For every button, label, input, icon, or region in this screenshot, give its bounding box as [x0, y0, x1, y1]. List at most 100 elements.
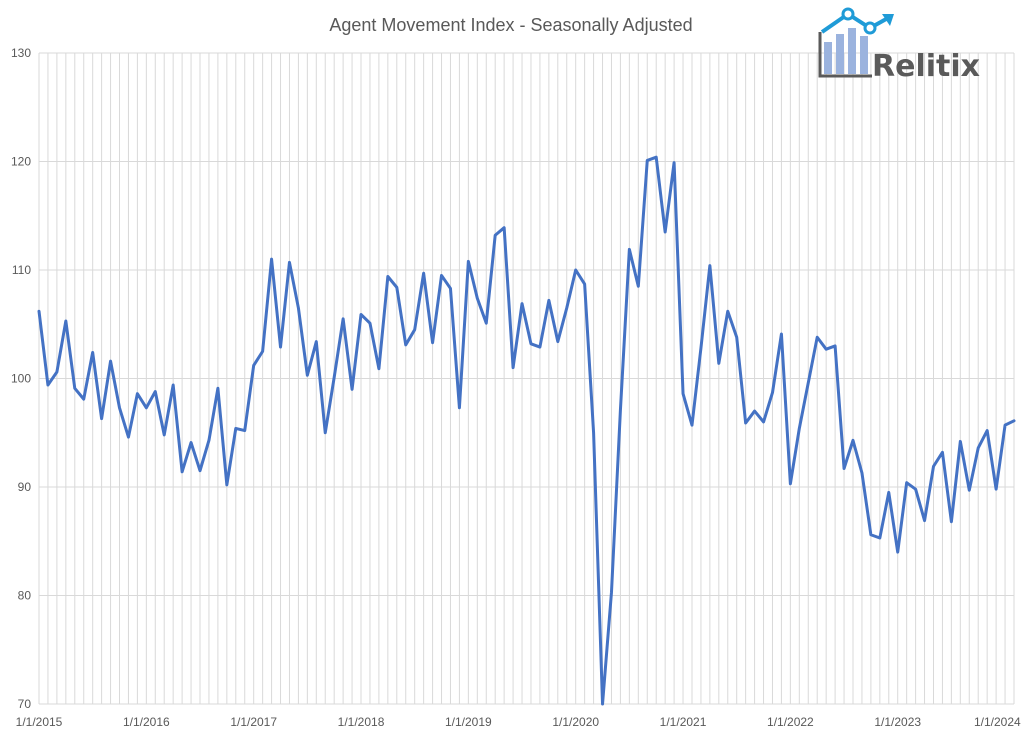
logo-trend-dot [841, 7, 855, 21]
data-point [798, 427, 801, 430]
data-point [1013, 419, 1016, 422]
y-tick-label: 100 [11, 372, 31, 386]
data-point [789, 482, 792, 485]
data-point [610, 591, 613, 594]
data-point [583, 283, 586, 286]
data-point [682, 392, 685, 395]
y-tick-label: 80 [18, 589, 32, 603]
data-point [851, 439, 854, 442]
data-point [449, 287, 452, 290]
logo-frame [818, 32, 872, 78]
data-point [717, 362, 720, 365]
data-point [377, 367, 380, 370]
data-point [82, 398, 85, 401]
data-point [55, 370, 58, 373]
data-point [950, 520, 953, 523]
data-point [163, 433, 166, 436]
logo-trend-line [820, 11, 889, 34]
y-tick-label: 130 [11, 46, 31, 60]
data-point [664, 231, 667, 234]
series-line [37, 155, 1016, 706]
data-point [288, 261, 291, 264]
x-tick-label: 1/1/2019 [445, 715, 492, 729]
data-point [413, 328, 416, 331]
data-point [529, 342, 532, 345]
y-axis-tick-labels: 70 80 90 100 110 120 130 [11, 46, 31, 711]
data-point [538, 346, 541, 349]
data-point [216, 387, 219, 390]
data-point [279, 346, 282, 349]
data-point [100, 417, 103, 420]
data-point [360, 313, 363, 316]
data-point [136, 392, 139, 395]
data-point [628, 248, 631, 251]
data-point [977, 446, 980, 449]
x-tick-label: 1/1/2016 [123, 715, 170, 729]
x-tick-label: 1/1/2015 [16, 715, 63, 729]
data-point [753, 410, 756, 413]
data-point [1004, 424, 1007, 427]
data-point [368, 322, 371, 325]
data-point [297, 306, 300, 309]
chart-title: Agent Movement Index - Seasonally Adjust… [329, 15, 692, 35]
data-point [807, 381, 810, 384]
y-tick-label: 70 [18, 697, 32, 711]
data-point [342, 317, 345, 320]
data-point [547, 299, 550, 302]
data-point [404, 343, 407, 346]
data-point [234, 427, 237, 430]
data-point [181, 470, 184, 473]
logo-arrow-head [882, 14, 894, 26]
x-tick-label: 1/1/2023 [874, 715, 921, 729]
data-point [655, 156, 658, 159]
data-point [878, 536, 881, 539]
data-point [190, 441, 193, 444]
logo-bar [824, 42, 832, 74]
data-point [306, 374, 309, 377]
vertical-gridlines [38, 53, 1015, 704]
data-point [485, 322, 488, 325]
data-point [512, 366, 515, 369]
data-point [261, 350, 264, 353]
data-point [574, 269, 577, 272]
x-tick-label: 1/1/2024 [974, 715, 1021, 729]
data-point [744, 421, 747, 424]
data-point [431, 341, 434, 344]
logo-trend-dot [863, 21, 877, 35]
data-point [521, 302, 524, 305]
data-point [333, 376, 336, 379]
x-tick-label: 1/1/2022 [767, 715, 814, 729]
x-tick-label: 1/1/2017 [230, 715, 277, 729]
data-point [199, 469, 202, 472]
data-point [914, 488, 917, 491]
data-point [780, 333, 783, 336]
data-point [154, 390, 157, 393]
data-point [619, 408, 622, 411]
data-point [64, 319, 67, 322]
x-tick-label: 1/1/2021 [660, 715, 707, 729]
data-point [896, 551, 899, 554]
data-point [476, 297, 479, 300]
data-point [771, 391, 774, 394]
data-point [351, 388, 354, 391]
data-point [887, 491, 890, 494]
x-tick-label: 1/1/2020 [552, 715, 599, 729]
logo-bar [860, 36, 868, 74]
data-point [494, 234, 497, 237]
data-point [968, 489, 971, 492]
data-point [225, 483, 228, 486]
x-axis-tick-labels: 1/1/2015 1/1/2016 1/1/2017 1/1/2018 1/1/2019… [16, 715, 1021, 729]
data-point [869, 533, 872, 536]
data-point [46, 384, 49, 387]
data-point [386, 275, 389, 278]
data-point [38, 310, 41, 313]
data-point [646, 159, 649, 162]
data-point [932, 465, 935, 468]
data-point [690, 424, 693, 427]
data-point [109, 360, 112, 363]
data-point [556, 340, 559, 343]
data-point [422, 272, 425, 275]
data-point [243, 429, 246, 432]
